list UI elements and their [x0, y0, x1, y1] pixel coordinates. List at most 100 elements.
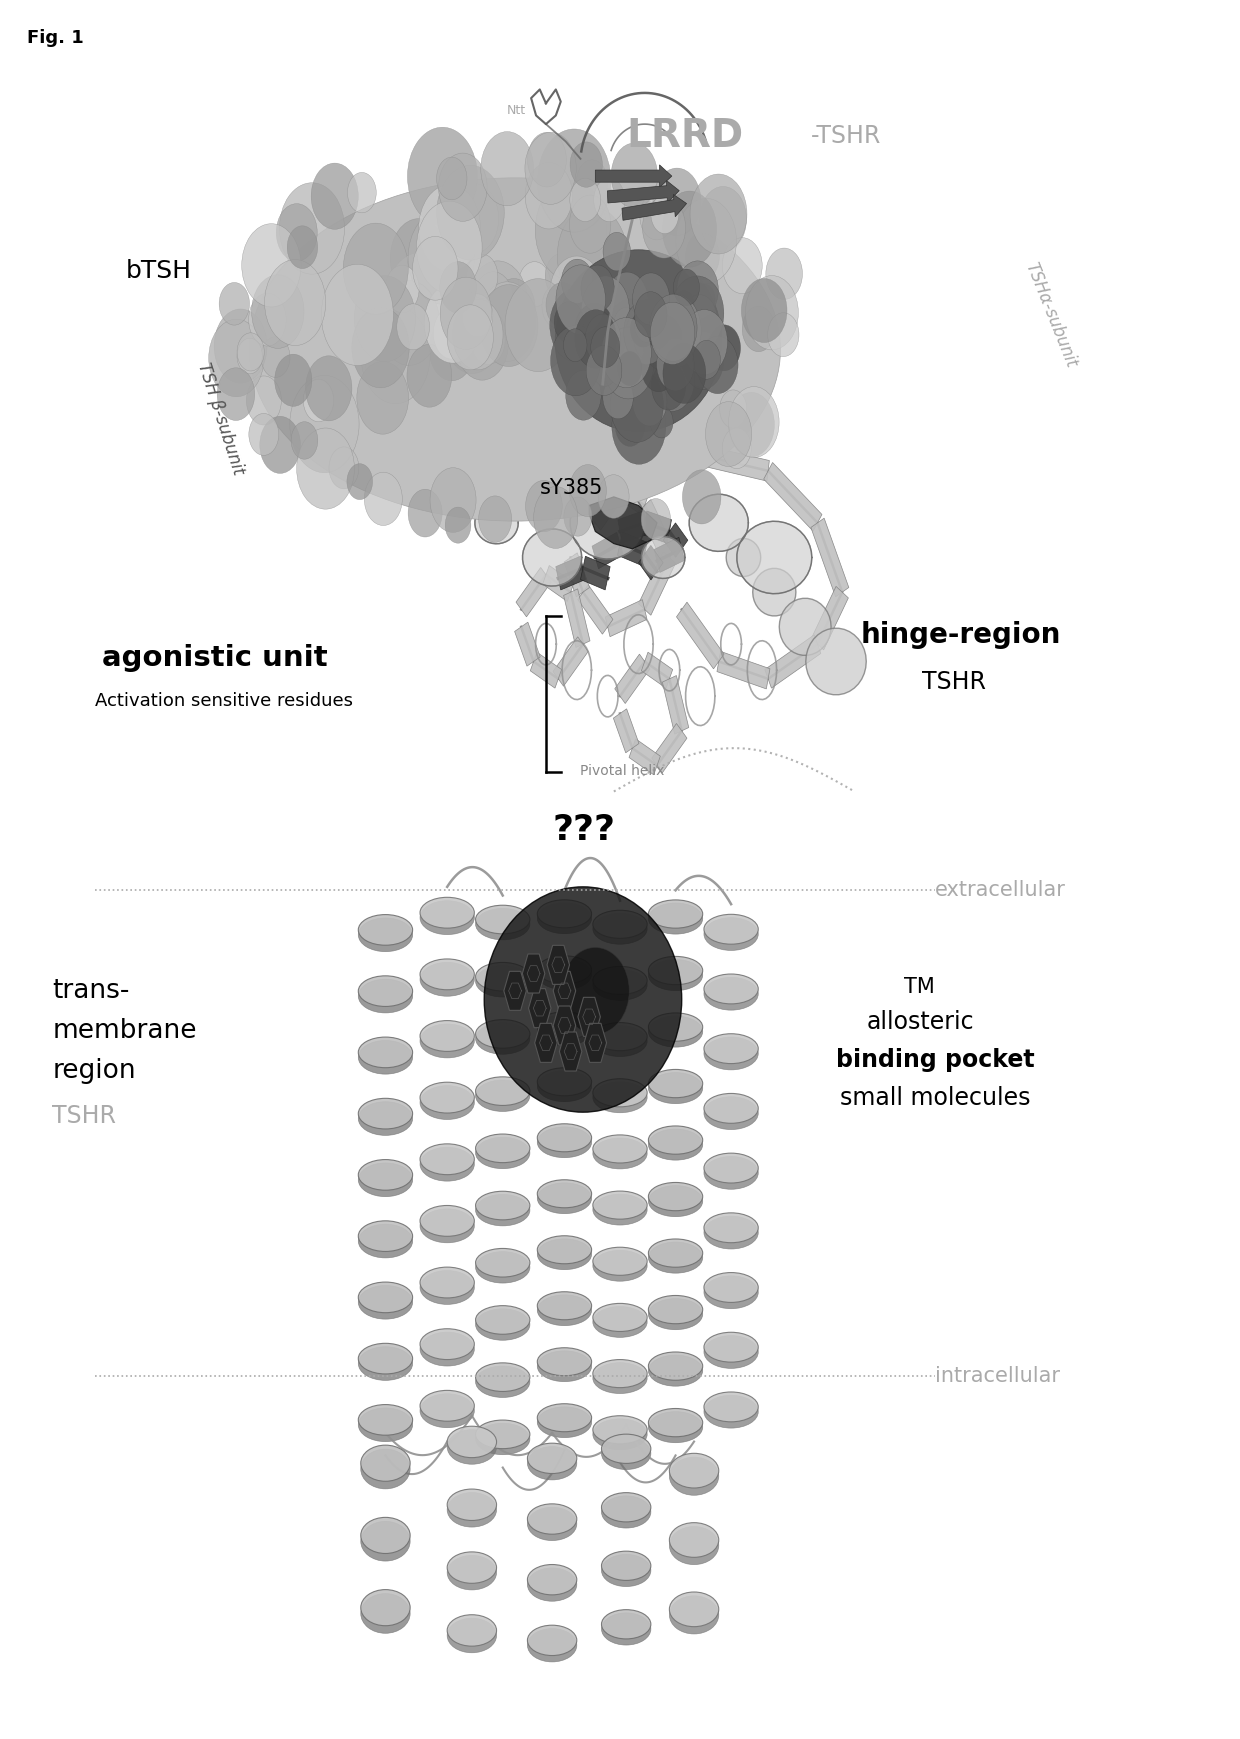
Ellipse shape [420, 1391, 475, 1421]
Text: -TSHR: -TSHR [811, 123, 882, 148]
Polygon shape [516, 567, 551, 617]
Circle shape [585, 315, 621, 363]
Polygon shape [717, 652, 770, 689]
Circle shape [611, 143, 657, 209]
Polygon shape [522, 955, 544, 993]
Ellipse shape [601, 1612, 651, 1645]
Polygon shape [556, 556, 585, 590]
Ellipse shape [704, 1391, 758, 1423]
Polygon shape [652, 723, 687, 772]
Ellipse shape [476, 1423, 529, 1454]
Circle shape [533, 487, 578, 548]
Polygon shape [693, 443, 769, 482]
Circle shape [527, 132, 567, 188]
Circle shape [640, 193, 673, 240]
Ellipse shape [476, 1309, 529, 1341]
Circle shape [615, 405, 645, 447]
Text: agonistic unit: agonistic unit [102, 643, 327, 671]
Circle shape [549, 289, 603, 362]
Polygon shape [639, 546, 663, 579]
Circle shape [649, 294, 701, 367]
Ellipse shape [704, 1153, 758, 1183]
Circle shape [505, 278, 572, 372]
Circle shape [407, 344, 451, 407]
Ellipse shape [476, 1249, 529, 1276]
Ellipse shape [361, 1445, 410, 1482]
Circle shape [641, 499, 671, 539]
Circle shape [391, 219, 448, 299]
Circle shape [646, 315, 671, 348]
Circle shape [525, 132, 577, 205]
Circle shape [379, 280, 439, 365]
Circle shape [632, 273, 670, 325]
Circle shape [632, 377, 667, 426]
Ellipse shape [358, 1099, 413, 1129]
Circle shape [355, 277, 415, 362]
Circle shape [408, 127, 477, 226]
Polygon shape [564, 590, 590, 647]
Ellipse shape [537, 1296, 591, 1325]
Ellipse shape [537, 956, 591, 984]
Ellipse shape [649, 899, 703, 929]
Circle shape [675, 290, 694, 320]
Polygon shape [811, 586, 848, 650]
Circle shape [386, 266, 419, 313]
Polygon shape [677, 602, 724, 670]
Ellipse shape [476, 1191, 529, 1219]
Ellipse shape [448, 1429, 496, 1464]
Ellipse shape [420, 1148, 475, 1181]
Circle shape [577, 160, 608, 203]
Circle shape [682, 330, 724, 390]
Circle shape [693, 283, 715, 315]
Ellipse shape [593, 1360, 647, 1388]
Circle shape [448, 304, 494, 370]
Circle shape [650, 294, 697, 362]
Ellipse shape [476, 1367, 529, 1398]
Ellipse shape [358, 1343, 413, 1374]
Ellipse shape [556, 250, 722, 431]
Ellipse shape [649, 1242, 703, 1273]
Ellipse shape [704, 915, 758, 944]
Circle shape [492, 278, 536, 337]
Circle shape [657, 337, 694, 391]
Polygon shape [559, 1031, 582, 1071]
Ellipse shape [537, 1016, 591, 1045]
Ellipse shape [593, 1137, 647, 1169]
Ellipse shape [601, 1435, 651, 1464]
Text: Pivotal helix: Pivotal helix [580, 763, 665, 777]
Circle shape [279, 183, 345, 275]
Ellipse shape [601, 1496, 651, 1529]
Polygon shape [641, 443, 697, 497]
Circle shape [551, 325, 600, 396]
Ellipse shape [593, 909, 647, 939]
Circle shape [686, 233, 719, 280]
Ellipse shape [537, 958, 591, 989]
Circle shape [436, 157, 467, 200]
Text: TSHR: TSHR [923, 670, 987, 694]
Ellipse shape [537, 1012, 591, 1040]
Circle shape [646, 316, 671, 351]
Circle shape [463, 294, 492, 337]
Ellipse shape [593, 1416, 647, 1443]
Ellipse shape [649, 1129, 703, 1160]
Circle shape [429, 316, 475, 381]
Circle shape [570, 179, 600, 221]
Circle shape [288, 226, 317, 268]
Circle shape [618, 351, 642, 386]
Circle shape [542, 285, 573, 329]
Ellipse shape [601, 1610, 651, 1638]
Circle shape [565, 370, 601, 421]
Ellipse shape [420, 1329, 475, 1360]
Ellipse shape [361, 1589, 410, 1626]
Circle shape [305, 356, 352, 421]
Ellipse shape [537, 1071, 591, 1103]
Ellipse shape [593, 1078, 647, 1106]
Polygon shape [639, 551, 676, 616]
Ellipse shape [448, 1551, 496, 1582]
Circle shape [610, 369, 663, 442]
Circle shape [562, 259, 593, 303]
Circle shape [693, 341, 720, 379]
Ellipse shape [537, 899, 591, 929]
Ellipse shape [670, 1457, 719, 1496]
Ellipse shape [593, 1136, 647, 1163]
